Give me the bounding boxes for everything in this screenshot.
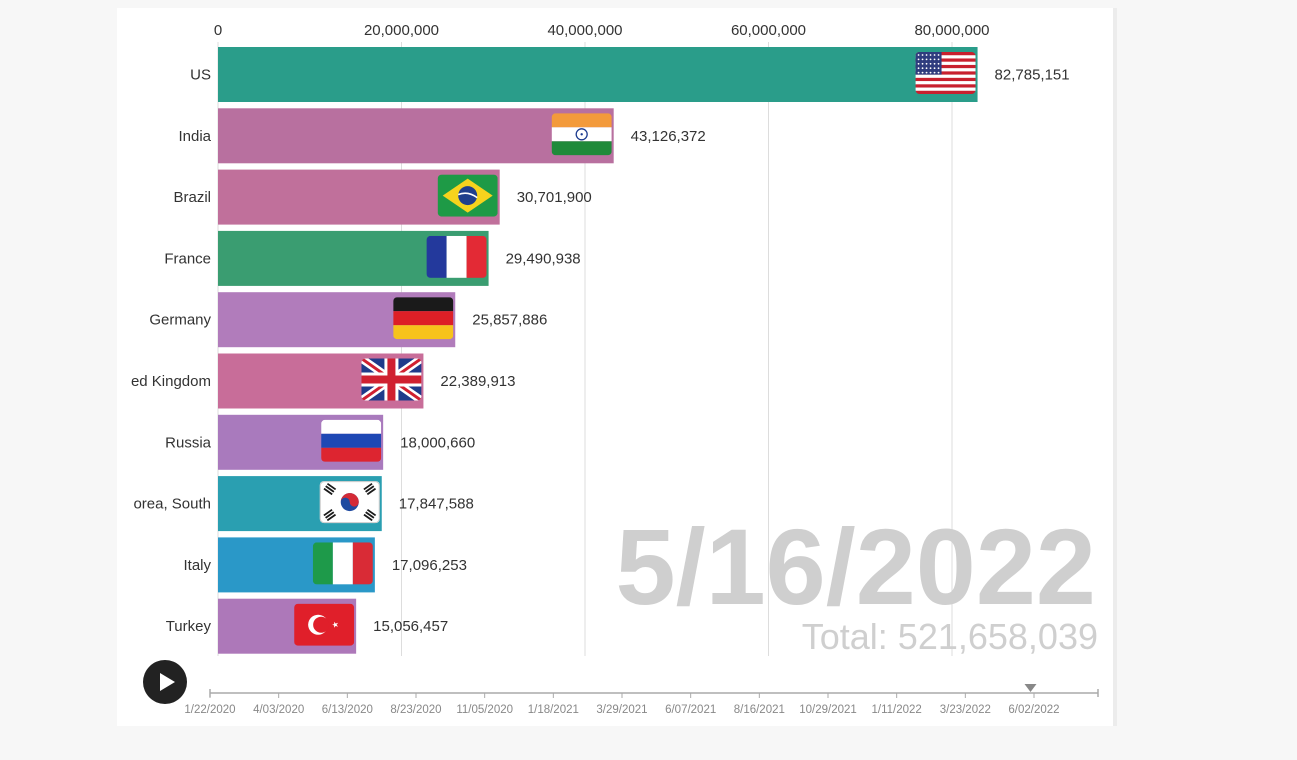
- france-flag-icon: [426, 235, 487, 278]
- category-label: France: [164, 250, 211, 267]
- bar: [218, 108, 614, 164]
- italy-flag-icon: [312, 542, 373, 585]
- category-label: Russia: [165, 434, 212, 451]
- brazil-flag-icon: [437, 174, 498, 217]
- total-label: Total: 521,658,039: [802, 616, 1098, 657]
- x-tick-label: 80,000,000: [914, 22, 989, 39]
- timeline-label: 8/16/2021: [734, 704, 785, 716]
- germany-flag-icon: [393, 297, 454, 340]
- value-label: 30,701,900: [517, 189, 592, 206]
- bar-row: Brazil 30,701,900: [173, 169, 592, 225]
- value-label: 22,389,913: [440, 373, 515, 390]
- x-tick-label: 60,000,000: [731, 22, 806, 39]
- value-label: 29,490,938: [506, 250, 581, 267]
- russia-flag-icon: [321, 419, 382, 462]
- x-axis-ticks: 0 20,000,000 40,000,000 60,000,000 80,000,00…: [214, 22, 990, 39]
- value-label: 15,056,457: [373, 618, 448, 635]
- bar-row: Russia 18,000,660: [165, 414, 475, 470]
- india-flag-icon: [551, 113, 612, 156]
- play-button[interactable]: [143, 660, 187, 704]
- timeline-label: 3/29/2021: [596, 704, 647, 716]
- value-label: 18,000,660: [400, 434, 475, 451]
- category-label: Italy: [183, 557, 211, 574]
- bars: US 82,785,151 India 43,126,372 Brazil 30,701,…: [131, 47, 1070, 654]
- value-label: 43,126,372: [631, 128, 706, 145]
- x-tick-label: 0: [214, 22, 222, 39]
- play-icon: [160, 673, 175, 691]
- timeline-label: 6/02/2022: [1008, 704, 1059, 716]
- uk-flag-icon: [361, 358, 422, 401]
- value-label: 25,857,886: [472, 312, 547, 329]
- value-label: 17,847,588: [399, 496, 474, 513]
- x-tick-label: 20,000,000: [364, 22, 439, 39]
- value-label: 82,785,151: [995, 67, 1070, 84]
- timeline-label: 6/07/2021: [665, 704, 716, 716]
- south-korea-flag-icon: [319, 481, 380, 524]
- bar-row: France 29,490,938: [164, 230, 581, 286]
- value-label: 17,096,253: [392, 557, 467, 574]
- bar-row: India 43,126,372: [178, 108, 706, 164]
- timeline-label: 10/29/2021: [799, 704, 857, 716]
- timeline-label: 8/23/2020: [390, 704, 441, 716]
- timeline-label: 11/05/2020: [456, 704, 513, 716]
- x-tick-label: 40,000,000: [547, 22, 622, 39]
- category-label: orea, South: [133, 496, 211, 513]
- turkey-flag-icon: [294, 603, 355, 646]
- bar-row: Italy 17,096,253: [183, 537, 467, 593]
- timeline-label: 6/13/2020: [322, 704, 373, 716]
- category-label: US: [190, 67, 211, 84]
- category-label: Brazil: [173, 189, 211, 206]
- timeline-label: 1/18/2021: [528, 704, 579, 716]
- timeline-handle[interactable]: [1024, 684, 1037, 692]
- timeline-slider[interactable]: 1/22/2020 4/03/2020 6/13/2020 8/23/2020 11/0…: [184, 684, 1099, 716]
- category-label: Turkey: [166, 618, 212, 635]
- current-date-label: 5/16/2022: [616, 506, 1096, 627]
- bar-row: orea, South 17,847,588: [133, 476, 474, 532]
- timeline-label: 4/03/2020: [253, 704, 304, 716]
- bar-row: Turkey 15,056,457: [166, 598, 448, 654]
- category-label: Germany: [149, 312, 211, 329]
- bar-row: US 82,785,151: [190, 47, 1070, 102]
- bar-row: ed Kingdom 22,389,913: [131, 353, 516, 409]
- bar: [218, 47, 978, 102]
- bar-row: Germany 25,857,886: [149, 292, 547, 348]
- us-flag-icon: [915, 52, 976, 94]
- timeline-label: 1/11/2022: [872, 704, 922, 716]
- category-label: ed Kingdom: [131, 373, 211, 390]
- category-label: India: [178, 128, 211, 145]
- timeline-label: 3/23/2022: [940, 704, 991, 716]
- timeline-label: 1/22/2020: [184, 704, 235, 716]
